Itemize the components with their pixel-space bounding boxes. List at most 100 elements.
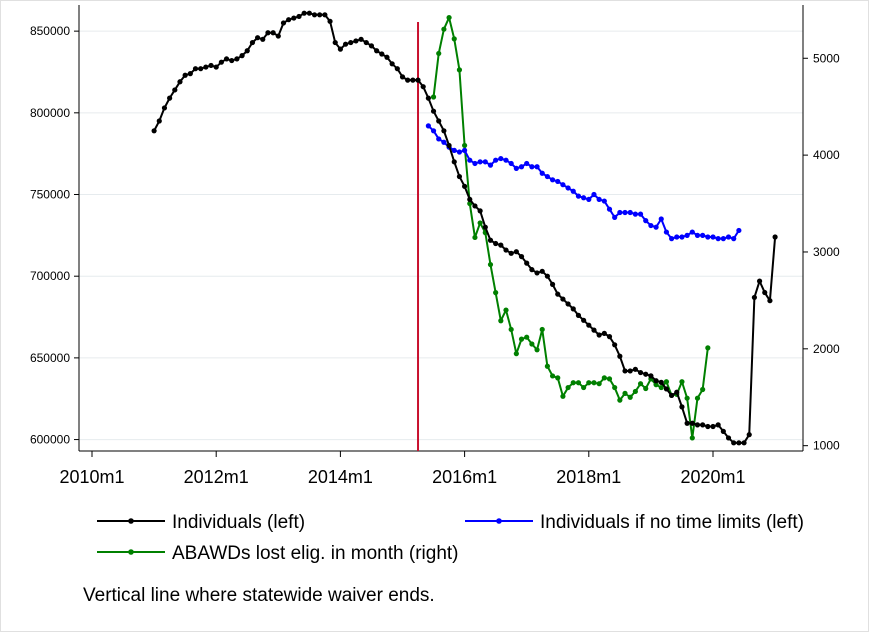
x-tick-label: 2012m1	[184, 467, 249, 487]
y-right-tick-label: 5000	[813, 51, 840, 65]
legend-label-abawds: ABAWDs lost elig. in month (right)	[172, 543, 459, 564]
data-point	[549, 373, 556, 379]
data-point	[332, 39, 338, 46]
data-point	[725, 435, 732, 441]
y-right-tick-label: 3000	[813, 245, 840, 259]
data-point	[477, 208, 483, 214]
data-point	[534, 164, 540, 170]
data-point	[239, 53, 245, 59]
data-point	[767, 298, 773, 304]
data-point	[518, 253, 525, 260]
data-point	[648, 373, 654, 379]
legend: Individuals (left) Individuals if no tim…	[97, 512, 804, 564]
data-point	[255, 35, 261, 41]
data-point	[663, 386, 670, 392]
axis-layer: 600000 650000 700000 750000 800000 850000 1000…	[30, 5, 840, 487]
data-point	[260, 36, 266, 42]
data-point	[684, 395, 690, 401]
data-point	[503, 157, 509, 163]
data-point	[539, 170, 545, 176]
series-0	[151, 10, 778, 446]
data-point	[632, 366, 638, 372]
data-point	[565, 301, 571, 307]
data-point	[679, 404, 685, 410]
data-point	[399, 74, 406, 80]
data-point	[549, 281, 556, 287]
data-point	[477, 220, 483, 226]
data-point	[275, 33, 281, 39]
data-point	[694, 232, 701, 238]
data-point	[286, 17, 292, 23]
data-point	[669, 392, 675, 399]
data-point	[218, 59, 224, 65]
data-point	[425, 95, 431, 101]
data-point	[192, 66, 199, 72]
data-point	[705, 234, 711, 240]
data-point	[637, 381, 644, 387]
data-point	[627, 394, 633, 400]
data-point	[606, 206, 613, 212]
data-point	[234, 56, 240, 62]
data-point	[487, 261, 494, 268]
data-point	[291, 15, 297, 21]
data-point	[265, 30, 271, 36]
data-point	[700, 422, 706, 428]
data-point	[689, 420, 695, 426]
data-point	[348, 39, 354, 46]
data-point	[575, 380, 582, 386]
data-point	[648, 222, 654, 229]
data-point	[596, 381, 602, 387]
data-point	[389, 61, 395, 67]
data-point	[513, 165, 519, 171]
data-point	[487, 237, 494, 243]
data-point	[544, 173, 551, 180]
data-point	[658, 379, 664, 385]
data-point	[617, 209, 623, 216]
data-point	[596, 332, 602, 338]
x-tick-label: 2020m1	[680, 467, 745, 487]
data-point	[322, 12, 328, 18]
data-point	[524, 260, 530, 266]
y-left-tick-label: 600000	[30, 433, 70, 447]
data-point	[467, 157, 473, 163]
data-point	[301, 10, 307, 16]
data-point	[689, 435, 695, 441]
data-point	[167, 95, 173, 101]
data-point	[606, 376, 613, 382]
data-point	[570, 306, 576, 312]
data-point	[720, 236, 726, 242]
data-point	[487, 162, 494, 168]
data-point	[342, 41, 349, 47]
data-point	[772, 234, 778, 240]
data-point	[229, 57, 235, 64]
data-point	[653, 224, 659, 230]
data-point	[539, 268, 545, 274]
data-point	[529, 267, 535, 273]
legend-label-no-time-limits: Individuals if no time limits (left)	[540, 512, 804, 533]
data-point	[694, 422, 701, 428]
data-point	[674, 234, 680, 240]
data-point	[451, 36, 457, 42]
data-point	[627, 209, 633, 216]
data-point	[156, 118, 162, 124]
data-point	[658, 384, 664, 391]
data-point	[524, 160, 530, 167]
data-point	[430, 94, 437, 100]
data-point	[700, 232, 706, 238]
data-point	[425, 123, 431, 129]
data-point	[762, 289, 768, 296]
data-point	[715, 236, 721, 242]
data-point	[622, 368, 628, 374]
data-point	[679, 234, 685, 240]
x-tick-label: 2014m1	[308, 467, 373, 487]
data-point	[591, 380, 597, 386]
data-point	[462, 142, 468, 149]
data-point	[565, 384, 571, 391]
data-point	[612, 214, 618, 220]
data-point	[503, 247, 509, 253]
data-point	[446, 14, 452, 21]
data-point	[508, 326, 514, 333]
data-point	[560, 296, 566, 302]
